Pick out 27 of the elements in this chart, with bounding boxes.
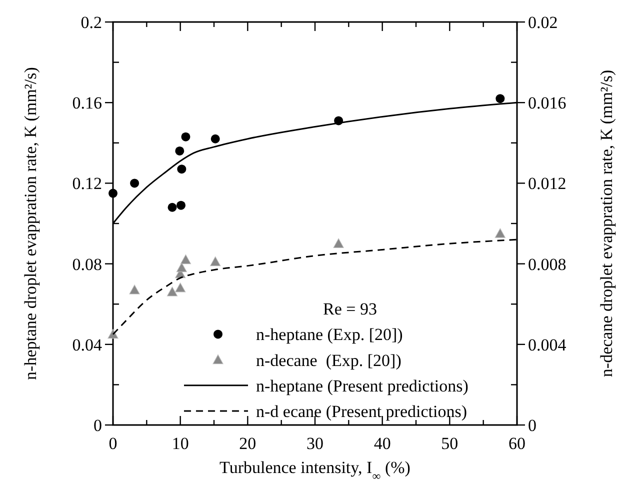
x-axis-title: Turbulence intensity, I$_{∞}$ (%) <box>220 458 410 483</box>
x-tick-label: 10 <box>172 434 189 453</box>
y-tick-label: 0.04 <box>72 335 102 354</box>
legend-label: n-decane (Exp. [20]) <box>256 350 402 370</box>
x-tick-label: 30 <box>306 434 324 453</box>
x-tick-label: 60 <box>508 434 526 453</box>
y-tick-label: 0 <box>94 416 102 435</box>
y-tick-label: 0.2 <box>80 12 102 32</box>
y-axis-title: n-heptane droplet evappration rate, K (mm²/s) <box>21 67 40 380</box>
legend-label: n-d ecane (Present predictions) <box>256 402 467 421</box>
y2-tick-label: 0.012 <box>528 174 566 194</box>
y2-tick-label: 0 <box>528 416 536 435</box>
y2-tick-label: 0.008 <box>528 254 566 274</box>
y-tick-label: 0.16 <box>72 94 102 113</box>
x-tick-label: 50 <box>441 434 458 453</box>
y2-tick-label: 0.016 <box>528 94 566 113</box>
x-tick-label: 40 <box>374 434 391 453</box>
y-tick-label: 0.08 <box>72 254 102 274</box>
y2-tick-label: 0.02 <box>528 12 558 32</box>
legend-label: n-heptane (Exp. [20]) <box>256 325 403 344</box>
legend-label: n-heptane (Present predictions) <box>256 376 468 396</box>
x-tick-label: 20 <box>239 434 256 453</box>
x-tick-label: 0 <box>108 434 118 453</box>
y2-tick-label: 0.004 <box>528 335 567 354</box>
y2-axis-title: n-decane droplet evappration rate, K (mm²/s) <box>597 70 616 378</box>
legend-title: Re = 93 <box>323 300 377 319</box>
y-tick-label: 0.12 <box>72 174 102 194</box>
